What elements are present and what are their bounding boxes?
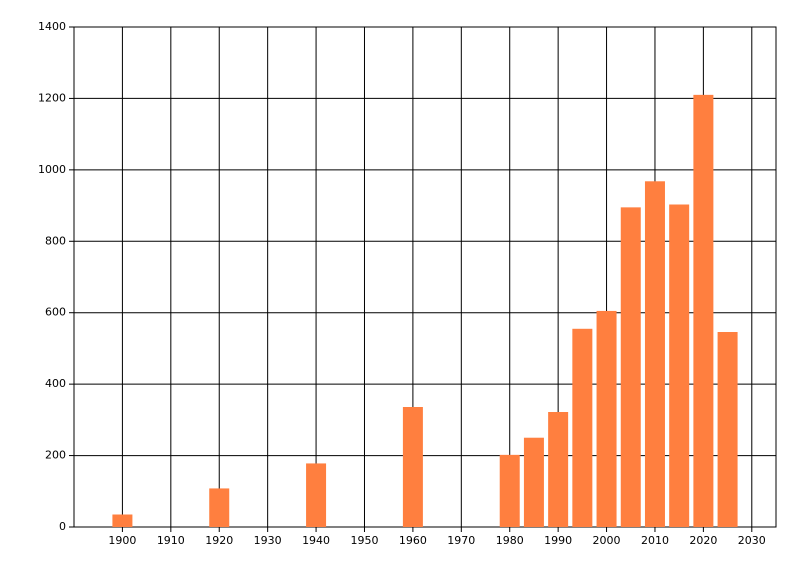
- x-tick-label: 1960: [399, 534, 427, 547]
- y-tick-label: 600: [45, 306, 66, 319]
- y-tick-label: 1000: [38, 163, 66, 176]
- y-tick-label: 1200: [38, 91, 66, 104]
- bar: [620, 207, 641, 527]
- x-tick-label: 1930: [254, 534, 282, 547]
- x-tick-label: 2000: [593, 534, 621, 547]
- bar: [306, 463, 327, 527]
- bar: [596, 310, 617, 527]
- bar: [693, 94, 714, 527]
- y-tick-label: 800: [45, 234, 66, 247]
- x-tick-label: 1970: [447, 534, 475, 547]
- bar: [644, 181, 665, 528]
- bar: [548, 412, 569, 527]
- x-tick-label: 1940: [302, 534, 330, 547]
- x-tick-label: 1910: [157, 534, 185, 547]
- bar: [402, 407, 423, 527]
- y-tick-label: 1400: [38, 20, 66, 33]
- bar: [112, 514, 133, 527]
- x-tick-label: 2020: [689, 534, 717, 547]
- bar: [572, 328, 593, 527]
- x-tick-label: 1950: [350, 534, 378, 547]
- x-tick-label: 1980: [496, 534, 524, 547]
- bar: [523, 437, 544, 527]
- x-tick-label: 1990: [544, 534, 572, 547]
- x-tick-label: 1920: [205, 534, 233, 547]
- bar: [209, 488, 230, 527]
- x-tick-label: 2030: [738, 534, 766, 547]
- x-tick-label: 1900: [108, 534, 136, 547]
- y-tick-label: 0: [59, 520, 66, 533]
- y-tick-label: 200: [45, 449, 66, 462]
- bar: [499, 454, 520, 527]
- x-tick-label: 2010: [641, 534, 669, 547]
- y-tick-label: 400: [45, 377, 66, 390]
- bar: [717, 332, 738, 527]
- bar: [669, 204, 690, 527]
